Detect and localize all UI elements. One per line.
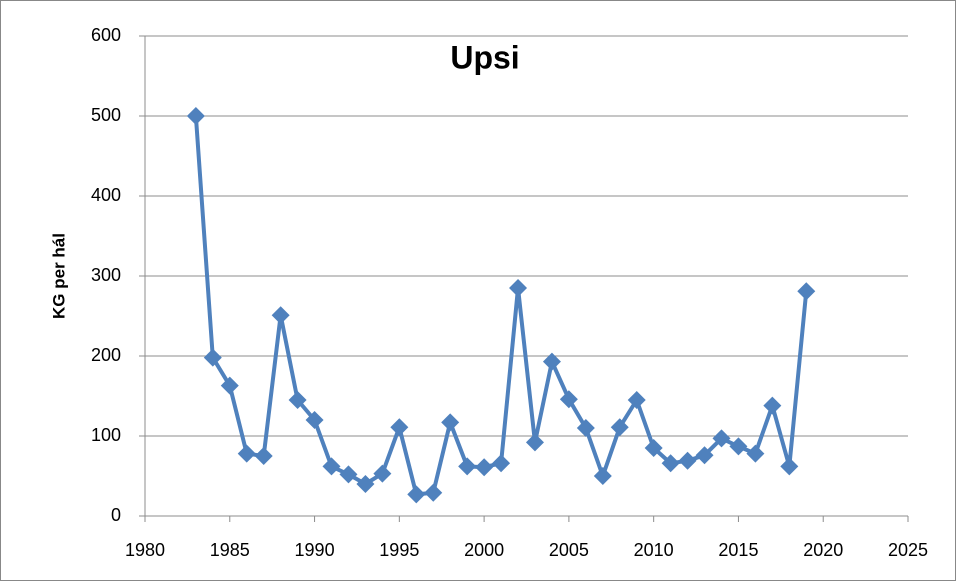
- y-tick-label: 200: [91, 345, 121, 365]
- data-point: [458, 457, 477, 476]
- data-point: [475, 458, 494, 477]
- y-tick-label: 400: [91, 185, 121, 205]
- x-tick-label: 2025: [888, 540, 928, 560]
- data-point: [576, 419, 595, 437]
- data-point: [492, 454, 511, 473]
- x-tick-label: 1990: [295, 540, 335, 560]
- x-tick-label: 2020: [803, 540, 843, 560]
- y-tick-label: 600: [91, 25, 121, 45]
- data-point: [220, 376, 239, 395]
- data-point: [644, 439, 663, 457]
- data-point: [695, 446, 714, 465]
- x-tick-label: 2000: [464, 540, 504, 560]
- data-point: [729, 437, 748, 456]
- data-point: [678, 451, 697, 470]
- chart-title: Upsi: [450, 39, 519, 75]
- data-point: [763, 396, 782, 415]
- y-tick-label: 300: [91, 265, 121, 285]
- data-point: [542, 352, 561, 371]
- data-point: [305, 411, 324, 429]
- data-point: [797, 282, 816, 301]
- data-point: [288, 391, 307, 409]
- x-tick-label: 2010: [634, 540, 674, 560]
- y-tick-label: 0: [111, 505, 121, 525]
- data-point: [237, 444, 256, 463]
- y-axis-label: KG per hál: [49, 233, 68, 319]
- x-tick-label: 1985: [210, 540, 250, 560]
- x-tick-label: 1980: [125, 540, 165, 560]
- data-point: [712, 429, 731, 448]
- data-point: [271, 306, 290, 325]
- data-point: [661, 454, 680, 473]
- data-point: [186, 107, 205, 125]
- data-point: [627, 391, 646, 409]
- data-point: [746, 444, 765, 463]
- data-point: [780, 457, 799, 476]
- x-tick-label: 2005: [549, 540, 589, 560]
- data-point: [339, 465, 358, 484]
- data-point: [525, 433, 544, 452]
- data-point: [390, 418, 409, 437]
- data-point: [441, 413, 460, 432]
- x-tick-label: 2015: [718, 540, 758, 560]
- x-tick-label: 1995: [379, 540, 419, 560]
- data-point: [203, 348, 222, 367]
- data-point: [509, 279, 528, 297]
- data-point: [356, 475, 375, 493]
- data-point: [424, 483, 443, 502]
- data-point: [407, 485, 426, 504]
- data-point: [559, 390, 578, 409]
- data-point: [593, 467, 612, 485]
- data-point: [373, 464, 392, 483]
- y-tick-label: 100: [91, 425, 121, 445]
- data-point: [254, 447, 273, 465]
- data-point: [610, 418, 629, 437]
- y-tick-label: 500: [91, 105, 121, 125]
- data-point: [322, 457, 341, 476]
